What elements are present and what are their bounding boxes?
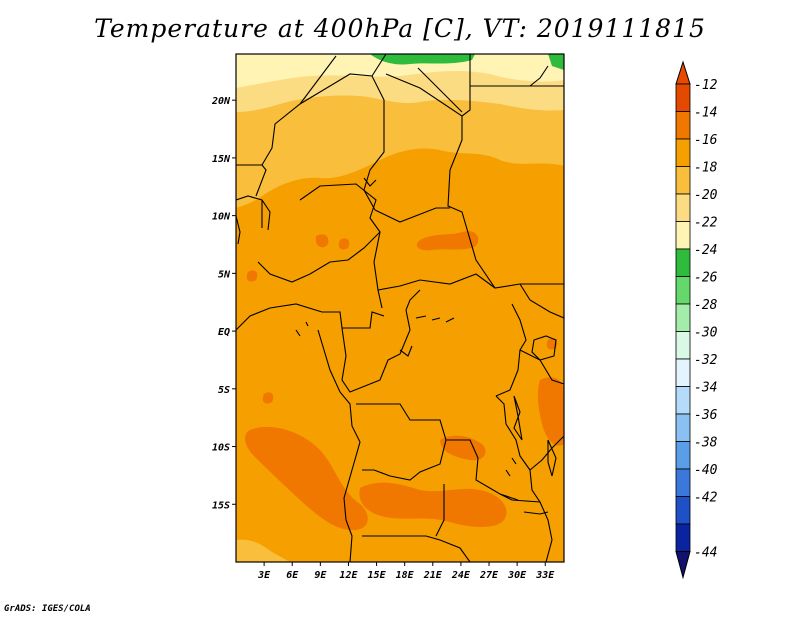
- lon-tick-label: 3E: [257, 570, 271, 581]
- latitude-axis: 20N 15N 10N 5N EQ 5S 10S 15S: [211, 96, 236, 511]
- colorbar-swatch: [675, 441, 691, 470]
- colorbar-swatch: [675, 221, 691, 250]
- colorbar-label: -32: [694, 353, 718, 368]
- colorbar-swatch: [675, 138, 691, 167]
- colorbar-label: -22: [694, 216, 718, 231]
- lon-tick-label: 21E: [423, 570, 443, 581]
- temperature-field: [236, 54, 564, 562]
- colorbar-bottom-arrow: [675, 551, 691, 580]
- lon-tick-label: 27E: [479, 570, 499, 581]
- lon-tick-label: 15E: [368, 570, 387, 581]
- lon-tick-label: 33E: [535, 570, 555, 581]
- lon-tick-label: 9E: [314, 570, 327, 581]
- colorbar-swatch: [675, 523, 691, 552]
- colorbar-label: -18: [694, 161, 718, 176]
- colorbar-label: -24: [694, 243, 717, 258]
- colorbar-top-arrow: [675, 60, 691, 85]
- colorbar-label: -26: [694, 271, 718, 286]
- field-band-minus16-south: [236, 539, 290, 562]
- longitude-axis: 3E 6E 9E 12E 15E 18E 21E 24E 27E 30E 33E: [257, 562, 555, 581]
- grads-credit: GrADS: IGES/COLA: [4, 604, 91, 614]
- colorbar-swatch: [675, 111, 691, 140]
- lat-tick-label: 15N: [212, 154, 231, 165]
- colorbar-swatch: [675, 166, 691, 195]
- colorbar-label: -38: [694, 436, 718, 451]
- colorbar-label: -14: [694, 106, 717, 121]
- country-boundaries: [236, 54, 564, 562]
- map-frame: [235, 53, 565, 563]
- colorbar-swatch: [675, 386, 691, 415]
- colorbar-swatch: [675, 331, 691, 360]
- lon-tick-label: 18E: [396, 570, 415, 581]
- map-title: Temperature at 400hPa [C], VT: 201911181…: [94, 14, 706, 43]
- colorbar-label: -28: [694, 298, 718, 313]
- colorbar-label: -12: [694, 78, 718, 93]
- colorbar-swatch: [675, 248, 691, 277]
- colorbar-label: -40: [694, 463, 718, 478]
- colorbar-label: -20: [694, 188, 718, 203]
- colorbar-label: -42: [694, 491, 718, 506]
- colorbar-swatch: [675, 468, 691, 497]
- colorbar: -12 -14 -16 -18 -20 -22 -24 -26 -28 -30 -32 -34 -36 -…: [675, 60, 718, 580]
- colorbar-swatch: [675, 276, 691, 305]
- colorbar-label: -30: [694, 326, 718, 341]
- colorbar-swatch: [675, 303, 691, 332]
- lon-tick-label: 30E: [507, 570, 527, 581]
- lat-tick-label: 10N: [212, 212, 231, 223]
- field-band-minus12: [245, 231, 564, 531]
- colorbar-swatch: [675, 83, 691, 112]
- colorbar-label: -44: [694, 546, 717, 561]
- field-band-minus20: [236, 54, 564, 88]
- lat-tick-label: 5N: [218, 269, 231, 280]
- lon-tick-label: 24E: [451, 570, 471, 581]
- lat-tick-label: 10S: [212, 443, 230, 454]
- lat-tick-label: 5S: [218, 385, 230, 396]
- colorbar-swatch: [675, 496, 691, 525]
- lon-tick-label: 6E: [286, 570, 299, 581]
- colorbar-swatch: [675, 413, 691, 442]
- lon-tick-label: 12E: [339, 570, 358, 581]
- colorbar-label: -34: [694, 381, 717, 396]
- field-band-minus22: [370, 54, 564, 70]
- lat-tick-label: 20N: [211, 96, 231, 107]
- colorbar-label: -16: [694, 133, 718, 148]
- lat-tick-label: EQ: [218, 327, 230, 338]
- lat-tick-label: 15S: [212, 500, 230, 511]
- colorbar-swatch: [675, 358, 691, 387]
- colorbar-label: -36: [694, 408, 718, 423]
- colorbar-swatch: [675, 193, 691, 222]
